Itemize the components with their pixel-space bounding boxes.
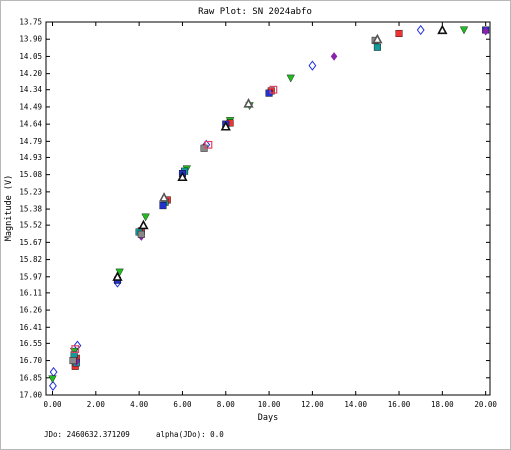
y-tick-label: 15.08 [19,170,42,179]
data-point [112,271,123,281]
y-tick-label: 13.75 [19,18,42,27]
data-point [69,357,77,365]
data-point [437,24,448,35]
x-tick-label: 10.00 [258,400,281,409]
y-tick-label: 16.85 [19,373,42,382]
y-tick-label: 14.64 [19,120,42,129]
x-tick-label: 6.00 [173,400,192,409]
data-point [286,74,295,83]
data-point [141,213,150,222]
x-axis: 0.00 2.00 4.00 6.00 8.00 10.00 12.00 14.00 16.00… [43,22,497,409]
x-tick-label: 4.00 [130,400,149,409]
x-tick-label: 14.00 [344,400,367,409]
y-tick-label: 16.55 [19,339,42,348]
data-point [177,171,188,182]
data-point [482,26,489,36]
y-tick-label: 16.70 [19,356,42,365]
y-tick-label: 15.52 [19,221,42,230]
data-point [269,85,278,94]
y-tick-label: 14.93 [19,153,42,162]
data-point [159,202,167,210]
alpha-readout: alpha(JDo): 0.0 [156,430,224,439]
y-axis: 13.75 13.90 14.05 14.20 14.34 14.49 14.64 14.79… [19,18,490,400]
data-point [204,140,213,149]
data-point [308,60,317,71]
y-tick-label: 15.97 [19,272,42,281]
data-point [373,43,381,51]
x-tick-label: 2.00 [87,400,106,409]
y-tick-label: 15.82 [19,255,42,264]
y-tick-label: 14.49 [19,102,42,111]
data-point [416,24,425,36]
data-point [243,97,254,108]
x-tick-label: 16.00 [388,400,411,409]
y-tick-label: 15.67 [19,238,42,247]
y-tick-label: 13.90 [19,35,42,44]
y-tick-label: 16.11 [19,288,42,297]
data-point [330,52,338,61]
y-tick-label: 15.38 [19,205,42,214]
data-point [372,33,383,44]
data-point [137,230,145,238]
y-tick-label: 17.00 [19,391,42,400]
data-point [158,192,170,202]
data-point [459,26,469,35]
data-point [48,375,57,384]
data-point [220,120,231,131]
x-tick-label: 20.00 [474,400,497,409]
y-tick-label: 14.79 [19,137,42,146]
y-tick-label: 15.23 [19,187,42,196]
jdo-readout: JDo: 2460632.371209 [44,430,130,439]
data-point [138,219,149,230]
data-point [395,29,403,37]
x-tick-label: 8.00 [217,400,236,409]
y-tick-label: 14.20 [19,69,42,78]
y-tick-label: 16.26 [19,306,42,315]
chart-title: Raw Plot: SN 2024abfo [198,7,312,17]
plot-area [45,21,491,396]
data-point [49,380,57,391]
y-axis-label: Magnitude (V) [4,175,14,242]
data-points [48,24,490,391]
x-tick-label: 18.00 [431,400,454,409]
x-tick-label: 12.00 [301,400,324,409]
y-tick-label: 14.34 [19,85,42,94]
y-tick-label: 14.05 [19,52,42,61]
y-tick-label: 16.41 [19,323,42,332]
data-point [71,345,80,353]
x-axis-label: Days [258,413,278,423]
x-tick-label: 0.00 [43,400,62,409]
